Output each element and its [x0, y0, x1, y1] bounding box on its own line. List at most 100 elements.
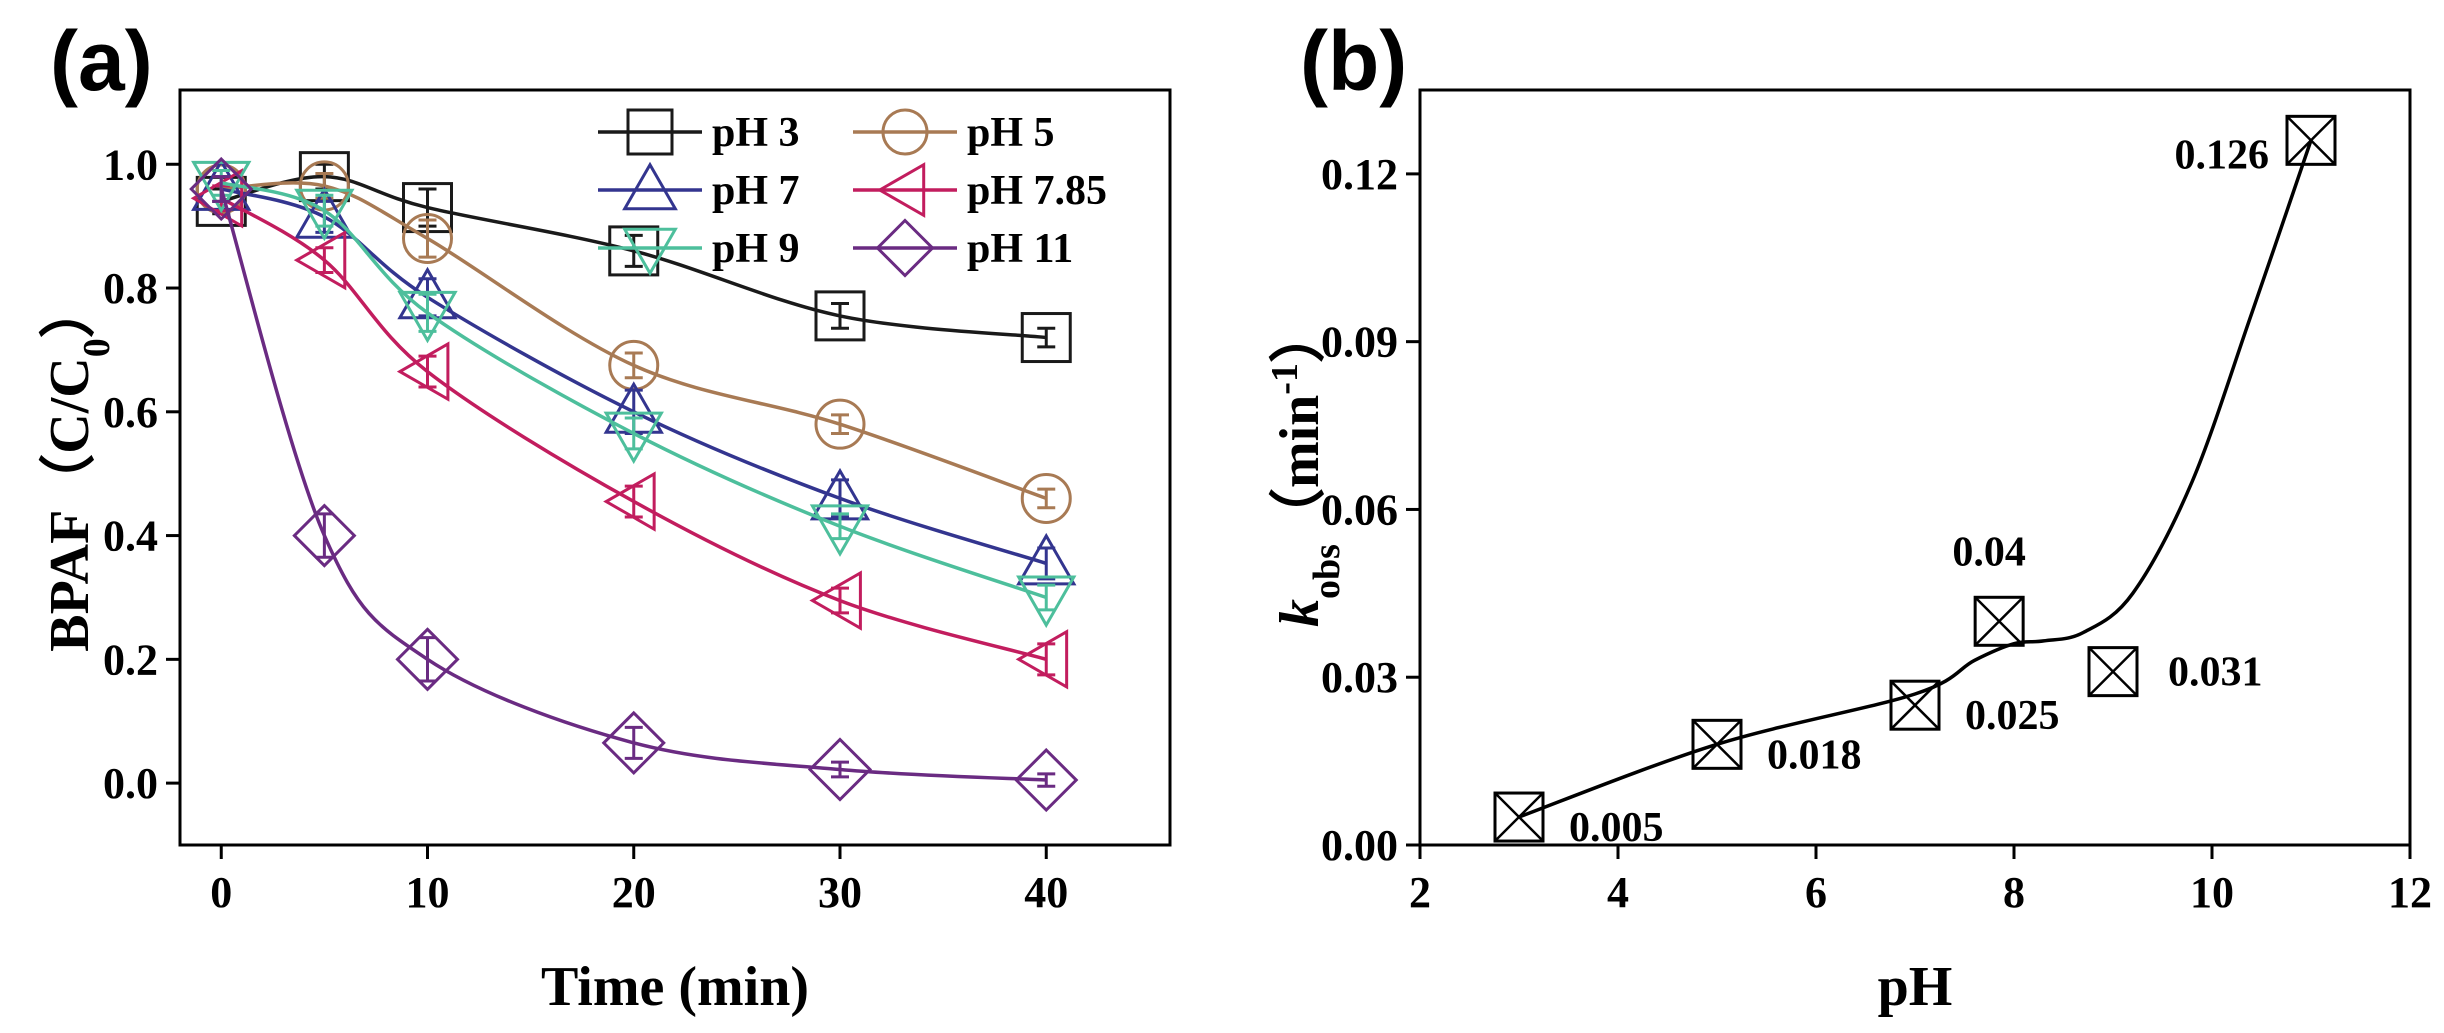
marker-cross-b-2	[1890, 680, 1940, 731]
series-ph-9	[191, 160, 1077, 629]
x-tick-label-b-5: 12	[2388, 868, 2432, 917]
legend-marker-3	[876, 162, 926, 218]
data-point-1-5	[1020, 472, 1072, 524]
data-point-0-4	[814, 290, 866, 342]
legend-marker-4	[622, 227, 678, 277]
marker-cross-b-0	[1494, 792, 1544, 842]
data-point-5-3	[601, 710, 666, 776]
point-label-1: 0.018	[1767, 732, 1862, 778]
point-label-4: 0.031	[2168, 650, 2263, 696]
x-tick-label-a-2: 20	[612, 868, 656, 917]
data-point-3-5	[1015, 629, 1069, 690]
y-tick-label-a-4: 0.8	[103, 264, 158, 313]
marker-box-0	[1493, 791, 1545, 843]
x-tick-label-a-0: 0	[210, 868, 232, 917]
data-point-b-2	[1889, 679, 1941, 731]
legend-entry-2: pH 7	[712, 168, 800, 214]
y-tick-label-b-4: 0.12	[1321, 150, 1398, 199]
data-point-3-4	[809, 570, 862, 631]
x-tick-label-b-4: 10	[2190, 868, 2234, 917]
series-group-a	[189, 151, 1079, 813]
legend-entry-5: pH 11	[967, 226, 1073, 272]
x-tick-label-b-1: 4	[1607, 868, 1629, 917]
data-point-b-5	[2285, 114, 2337, 166]
data-point-5-5	[1014, 747, 1079, 813]
y-tick-label-b-0: 0.00	[1321, 821, 1398, 870]
x-tick-label-b-0: 2	[1409, 868, 1431, 917]
data-point-0-3	[608, 225, 660, 277]
data-point-4-1	[294, 188, 355, 242]
y-tick-label-a-3: 0.6	[103, 388, 158, 437]
plot-frame-b	[1418, 88, 2412, 847]
y-tick-label-a-5: 1.0	[103, 140, 158, 189]
legend-marker-5	[875, 218, 935, 278]
legend-entry-4: pH 9	[712, 226, 800, 272]
data-point-4-5	[1016, 575, 1077, 629]
x-tick-label-b-2: 6	[1805, 868, 1827, 917]
x-tick-label-a-4: 40	[1024, 868, 1068, 917]
series-line-5	[219, 188, 1047, 782]
y-tick-label-b-1: 0.03	[1321, 653, 1398, 702]
data-point-5-1	[292, 503, 357, 568]
legend-marker-0	[626, 108, 674, 156]
marker-cross-b-3	[1974, 596, 2025, 647]
data-point-4-0	[191, 160, 252, 214]
x-tick-label-a-1: 10	[406, 868, 450, 917]
y-tick-label-a-2: 0.4	[103, 512, 158, 561]
series-group-b: 0.005 0.018 0.025 0.04 0.031 0.126	[1493, 114, 2337, 851]
point-label-5: 0.126	[2175, 132, 2270, 178]
data-point-1-4	[814, 398, 866, 450]
x-tick-label-a-3: 30	[818, 868, 862, 917]
y-axis-label-b: kobs（min-1）	[1264, 307, 1348, 627]
data-point-5-0	[189, 156, 254, 222]
data-point-b-4	[2087, 646, 2139, 698]
legend-entry-0: pH 3	[712, 110, 800, 156]
legend-entry-1: pH 5	[967, 110, 1055, 156]
data-point-1-2	[402, 213, 453, 265]
data-point-b-0	[1493, 791, 1545, 843]
panel-label-a: (a)	[50, 14, 153, 108]
x-tick-label-b-3: 8	[2003, 868, 2025, 917]
data-point-3-1	[293, 229, 347, 291]
marker-box-3	[1973, 595, 2025, 647]
y-tick-label-b-3: 0.09	[1321, 318, 1398, 367]
y-tick-label-a-1: 0.2	[103, 635, 158, 684]
series-ph-5	[195, 160, 1072, 524]
marker-box-5	[2285, 114, 2337, 166]
legend-a: pH 3 pH 5 pH 7 pH 7.85 pH 9 pH 11	[598, 108, 1107, 278]
axes-b: 2 4 6 8 10 12 0.00 0.03 0.06 0.09 0.12	[1321, 150, 2432, 917]
data-point-5-2	[395, 627, 460, 692]
marker-box-1	[1691, 718, 1743, 770]
marker-box-4	[2087, 646, 2139, 698]
legend-marker-2	[622, 161, 678, 211]
panel-b: (b) 2 4 6 8 10 120.000.030.060.090.12 0.0050.…	[1264, 14, 2432, 1018]
panel-a: (a) 0 10 20 30 40 0.0 0.2 0.4 0.6 0.8 1.0 pH 3 pH 5…	[38, 14, 1172, 1018]
legend-entry-3: pH 7.85	[967, 168, 1107, 214]
x-axis-label-b: pH	[1878, 956, 1953, 1018]
marker-box-2	[1889, 679, 1941, 731]
panel-label-b: (b)	[1300, 14, 1407, 108]
plot-frame-a	[178, 88, 1172, 847]
point-label-2: 0.025	[1965, 693, 2060, 739]
series-ph-7-85	[190, 168, 1069, 690]
axes-a: 0 10 20 30 40 0.0 0.2 0.4 0.6 0.8 1.0	[103, 140, 1068, 917]
data-point-4-3	[603, 411, 664, 465]
data-point-3-3	[603, 471, 656, 532]
data-point-0-5	[1020, 312, 1072, 364]
y-axis-label-a: BPAF（C/C0）	[38, 282, 118, 652]
fit-curve	[1518, 139, 2313, 819]
legend-marker-1	[881, 108, 929, 156]
series-ph-11	[189, 156, 1079, 813]
data-point-3-2	[396, 341, 450, 402]
series-ph-3	[195, 151, 1072, 364]
data-point-b-3	[1973, 595, 2025, 647]
marker-cross-b-4	[2088, 646, 2138, 697]
data-point-b-1	[1691, 718, 1743, 770]
data-point-4-4	[809, 504, 871, 557]
y-tick-label-a-0: 0.0	[103, 759, 158, 808]
x-axis-label-a: Time (min)	[541, 956, 809, 1018]
data-point-4-2	[397, 290, 458, 344]
point-label-3: 0.04	[1952, 529, 2026, 575]
data-point-5-4	[807, 737, 873, 802]
